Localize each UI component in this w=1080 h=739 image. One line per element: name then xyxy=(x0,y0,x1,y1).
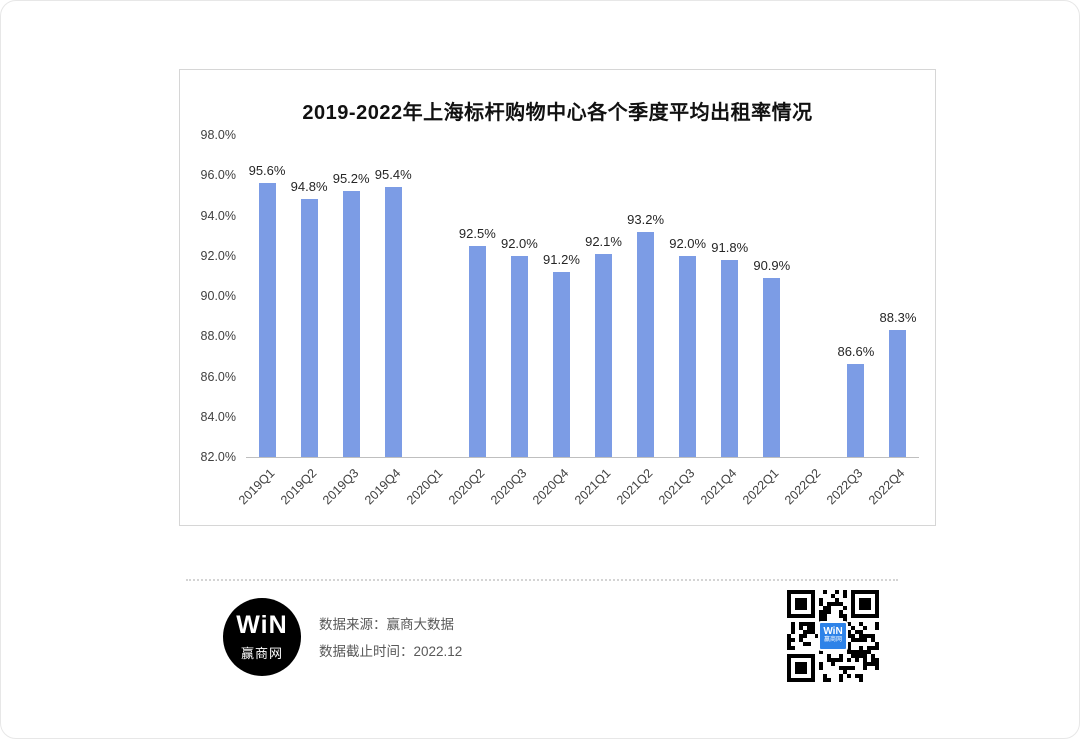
bar-value-label: 93.2% xyxy=(627,211,665,227)
win-logo-text: WiN xyxy=(236,610,288,639)
x-axis: 2019Q1 2019Q2 2019Q3 2019Q4 2020Q1 2020Q2 2020… xyxy=(236,458,919,522)
bar-column: 95.4% xyxy=(372,136,414,457)
data-source-text: 数据来源：赢商大数据 xyxy=(319,617,454,632)
qr-center-logo: WiN 赢商网 xyxy=(818,621,848,651)
y-axis-tick-label: 88.0% xyxy=(200,329,236,344)
x-axis-tick: 2019Q3 xyxy=(320,458,372,522)
bar xyxy=(510,255,528,457)
bar-column: 90.9% xyxy=(751,136,793,457)
bar xyxy=(889,330,907,457)
bar-column: 95.2% xyxy=(330,136,372,457)
bar-value-label: 88.3% xyxy=(879,310,917,326)
bar-column: 88.3% xyxy=(877,136,919,457)
bar-column: 91.8% xyxy=(709,136,751,457)
dotted-divider xyxy=(186,579,898,581)
bar xyxy=(300,199,318,457)
qr-pattern xyxy=(787,590,879,687)
bar-value-label: 92.0% xyxy=(500,235,538,251)
y-axis-tick-label: 84.0% xyxy=(200,409,236,424)
x-axis-tick: 2020Q2 xyxy=(446,458,498,522)
bar xyxy=(552,271,570,457)
bar xyxy=(679,255,697,457)
x-axis-tick: 2022Q2 xyxy=(782,458,835,522)
x-axis-tick: 2020Q4 xyxy=(530,458,582,522)
bar-column: 92.0% xyxy=(667,136,709,457)
win-logo-cn-text: 赢商网 xyxy=(240,645,283,661)
plot-area: 95.6% 94.8% 95.2% 95.4% 92.5% 92.0% 91.2% 92.1%… xyxy=(246,136,919,458)
x-axis-tick: 2021Q2 xyxy=(614,458,667,522)
footer: WiN 赢商网 数据来源：赢商大数据 数据截止时间：2022.12 WiN 赢商… xyxy=(1,579,1079,738)
x-axis-tick: 2022Q1 xyxy=(740,458,793,522)
bar-value-label: 95.4% xyxy=(374,167,412,183)
source-block: 数据来源：赢商大数据 数据截止时间：2022.12 xyxy=(319,611,462,665)
bar xyxy=(342,191,360,457)
x-axis-tick: 2019Q1 xyxy=(236,458,288,522)
bar-value-label: 95.2% xyxy=(332,171,370,187)
y-axis-tick-label: 82.0% xyxy=(200,450,236,464)
x-axis-tick: 2020Q1 xyxy=(404,458,456,522)
data-deadline-text: 数据截止时间：2022.12 xyxy=(319,644,463,659)
bar xyxy=(847,364,865,457)
qr-center-text: WiN xyxy=(823,626,843,638)
bar-value-label: 91.2% xyxy=(543,251,580,267)
bar xyxy=(258,183,276,457)
bar-value-label: 94.8% xyxy=(290,179,328,195)
x-axis-tick: 2019Q2 xyxy=(278,458,330,522)
plot-column: 95.6% 94.8% 95.2% 95.4% 92.5% 92.0% 91.2% 92.1%… xyxy=(236,136,919,522)
bar-column: 95.6% xyxy=(246,136,288,457)
bar-column: 86.6% xyxy=(835,136,877,457)
plot-wrap: 98.0% 96.0% 94.0% 92.0% 90.0% 88.0% 86.0% 84.0%… xyxy=(192,128,919,522)
bar xyxy=(763,277,781,457)
x-axis-tick: 2022Q3 xyxy=(824,458,877,522)
bar-column: 91.2% xyxy=(540,136,582,457)
y-axis-tick-label: 98.0% xyxy=(200,128,236,142)
bar xyxy=(637,231,655,457)
bar xyxy=(721,259,739,457)
bar-column: 92.0% xyxy=(498,136,540,457)
bar-column xyxy=(793,136,835,457)
y-axis-tick-label: 86.0% xyxy=(200,369,236,384)
qr-center-cn-text: 赢商网 xyxy=(823,637,842,644)
win-logo: WiN 赢商网 xyxy=(223,598,301,676)
qr-code: WiN 赢商网 xyxy=(787,590,879,682)
chart-title: 2019-2022年上海标杆购物中心各个季度平均出租率情况 xyxy=(302,102,813,124)
x-axis-tick: 2019Q4 xyxy=(362,458,414,522)
bar-value-label: 91.8% xyxy=(711,239,749,255)
bar-value-label: 95.6% xyxy=(248,163,286,179)
bar-value-label: 86.6% xyxy=(837,344,875,360)
bar-value-label: 92.5% xyxy=(458,225,496,241)
y-axis: 98.0% 96.0% 94.0% 92.0% 90.0% 88.0% 86.0% 84.0%… xyxy=(192,128,246,464)
x-axis-tick: 2021Q4 xyxy=(698,458,751,522)
x-axis-tick: 2020Q3 xyxy=(488,458,540,522)
bar-column: 92.5% xyxy=(456,136,498,457)
x-axis-tick-label: 2019Q1 xyxy=(235,466,277,508)
bar-value-label: 92.0% xyxy=(669,235,707,251)
y-axis-tick-label: 92.0% xyxy=(200,248,236,263)
bar-column: 92.1% xyxy=(583,136,625,457)
bar-column: 94.8% xyxy=(288,136,330,457)
chart-panel: 2019-2022年上海标杆购物中心各个季度平均出租率情况 98.0% 96.0%… xyxy=(179,69,936,526)
x-axis-tick: 2021Q3 xyxy=(656,458,709,522)
bar-column xyxy=(414,136,456,457)
y-axis-tick-label: 94.0% xyxy=(200,208,236,223)
y-axis-tick-label: 96.0% xyxy=(200,168,236,183)
bar-column: 93.2% xyxy=(625,136,667,457)
bar xyxy=(468,245,486,457)
bar-value-label: 92.1% xyxy=(585,233,622,249)
bar-value-label: 90.9% xyxy=(753,257,791,273)
x-axis-tick: 2021Q1 xyxy=(572,458,625,522)
bar xyxy=(595,253,613,457)
bar xyxy=(384,187,402,457)
y-axis-tick-label: 90.0% xyxy=(200,289,236,303)
x-axis-tick: 2022Q4 xyxy=(867,458,919,522)
